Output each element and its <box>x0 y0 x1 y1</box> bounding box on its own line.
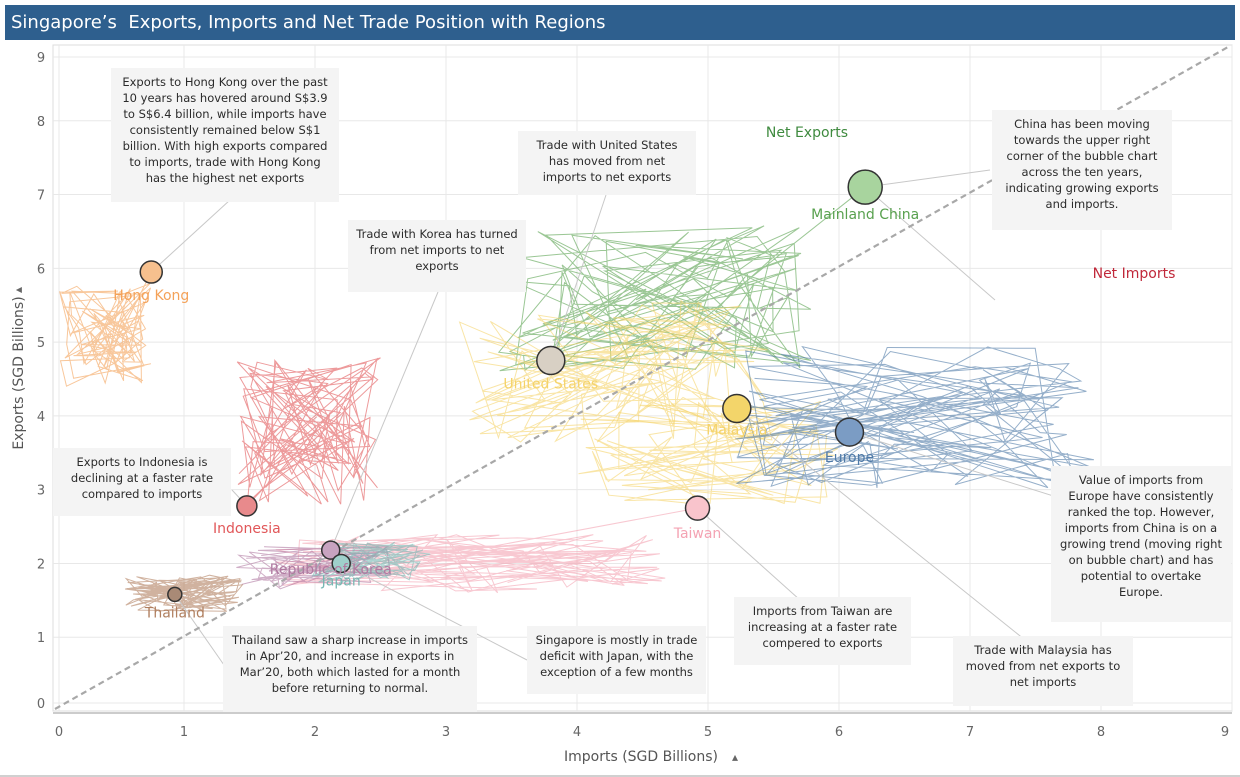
note-malaysia: Trade with Malaysia has moved from net e… <box>953 636 1133 706</box>
note-indonesia: Exports to Indonesia is declining at a f… <box>53 448 231 516</box>
bubble-label-united-states: United States <box>503 377 598 393</box>
y-tick-label: 2 <box>37 557 45 572</box>
x-tick-label: 9 <box>1221 725 1229 740</box>
x-tick-label: 2 <box>311 725 319 740</box>
trail-taiwan <box>275 507 698 594</box>
note-hong-kong: Exports to Hong Kong over the past 10 ye… <box>111 68 339 202</box>
note-united-states: Trade with United States has moved from … <box>518 131 696 195</box>
y-tick-label: 3 <box>37 484 45 499</box>
leader-line <box>864 186 996 301</box>
x-axis-title: Imports (SGD Billions) <box>564 749 718 765</box>
bubble-label-malaysia: Malaysia <box>706 423 767 439</box>
y-axis-pin-icon: ▴ <box>11 287 25 293</box>
bubble-republic-of-korea <box>320 540 341 560</box>
y-axis-title: Exports (SGD Billions) <box>11 296 27 449</box>
bubble-malaysia <box>722 393 752 424</box>
y-tick-label: 6 <box>37 262 45 277</box>
x-tick-label: 4 <box>573 725 581 740</box>
bubble-hong-kong <box>139 260 163 284</box>
y-tick-label: 0 <box>37 697 45 712</box>
bubble-label-europe: Europe <box>825 450 874 466</box>
x-axis-pin-icon: ▴ <box>732 750 738 764</box>
leader-line <box>174 594 225 666</box>
bubble-label-thailand: Thailand <box>144 605 205 621</box>
y-tick-label: 4 <box>37 410 45 425</box>
x-tick-label: 8 <box>1097 725 1105 740</box>
bottom-border <box>0 775 1240 777</box>
bubble-label-mainland-china: Mainland China <box>811 207 919 223</box>
leader-line <box>697 507 801 601</box>
bubble-labels: Hong Kong Mainland China United States Mala… <box>113 207 919 621</box>
page-title: Singapore’s Exports, Imports and Net Tra… <box>11 12 606 33</box>
leader-line <box>330 291 439 551</box>
bubble-label-japan: Japan <box>321 573 361 589</box>
x-tick-label: 1 <box>180 725 188 740</box>
bubble-label-taiwan: Taiwan <box>673 526 722 542</box>
x-tick-label: 0 <box>55 725 63 740</box>
bubble-europe <box>834 417 865 447</box>
bubble-thailand <box>167 586 183 603</box>
bubble-label-indonesia: Indonesia <box>213 521 281 537</box>
axes: 0 1 2 3 4 5 6 7 8 9 0 1 2 3 4 5 6 7 8 9 <box>37 51 1232 740</box>
leader-line <box>150 199 231 273</box>
bubble-united-states <box>536 345 566 376</box>
bubble-taiwan <box>684 495 711 521</box>
leader-line <box>340 563 528 661</box>
x-tick-label: 6 <box>835 725 843 740</box>
leader-line <box>550 194 607 361</box>
x-tick-label: 5 <box>704 725 712 740</box>
x-tick-label: 7 <box>966 725 974 740</box>
note-taiwan: Imports from Taiwan are increasing at a … <box>734 597 911 665</box>
y-tick-label: 7 <box>37 189 45 204</box>
net-exports-label: Net Exports <box>766 125 848 141</box>
x-tick-label: 3 <box>442 725 450 740</box>
net-imports-label: Net Imports <box>1093 266 1176 282</box>
leader-line <box>865 169 991 188</box>
note-korea: Trade with Korea has turned from net imp… <box>348 220 526 292</box>
bubble-japan <box>331 553 351 574</box>
note-japan: Singapore is mostly in trade deficit wit… <box>527 626 706 694</box>
bubble-layer <box>139 169 883 603</box>
note-china: China has been moving towards the upper … <box>992 110 1172 230</box>
y-tick-label: 1 <box>37 631 45 646</box>
bubble-label-republic-of-korea: Republic of Korea <box>270 562 392 578</box>
y-tick-label: 5 <box>37 336 45 351</box>
bubble-label-hong-kong: Hong Kong <box>113 288 189 304</box>
title-bar: Singapore’s Exports, Imports and Net Tra… <box>5 5 1235 40</box>
leader-line <box>736 408 1051 661</box>
y-tick-label: 9 <box>37 51 45 66</box>
trail-hong-kong <box>59 271 152 387</box>
trail-europe <box>734 345 1094 489</box>
y-tick-label: 8 <box>37 115 45 130</box>
bubble-indonesia <box>236 495 258 517</box>
note-europe: Value of imports from Europe have consis… <box>1051 466 1231 622</box>
note-thailand: Thailand saw a sharp increase in imports… <box>223 626 477 712</box>
trail-indonesia <box>236 357 381 507</box>
bubble-mainland-china <box>847 169 883 205</box>
trail-mainland-china <box>497 186 866 372</box>
